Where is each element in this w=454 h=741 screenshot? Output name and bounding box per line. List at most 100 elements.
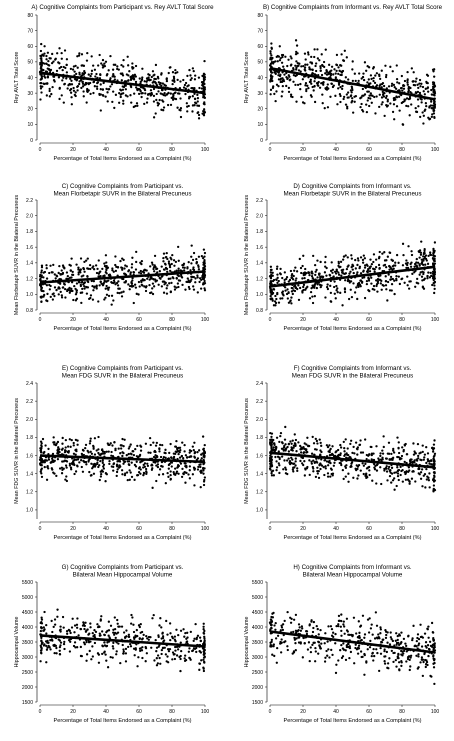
scatter-point bbox=[299, 266, 303, 270]
scatter-point bbox=[295, 100, 298, 103]
scatter-point bbox=[301, 101, 305, 104]
scatter-point bbox=[402, 652, 405, 655]
scatter-point bbox=[73, 641, 77, 644]
scatter-point bbox=[53, 286, 57, 289]
scatter-point bbox=[388, 465, 391, 468]
scatter-point bbox=[424, 87, 427, 90]
scatter-point bbox=[43, 45, 46, 48]
scatter-point bbox=[383, 263, 387, 267]
scatter-point bbox=[281, 623, 285, 626]
scatter-point bbox=[433, 281, 436, 284]
y-tick-label: 2.0 bbox=[256, 214, 263, 220]
scatter-point bbox=[381, 90, 384, 93]
scatter-point bbox=[126, 55, 129, 58]
scatter-point bbox=[154, 81, 157, 85]
scatter-point bbox=[382, 445, 385, 449]
scatter-point bbox=[66, 445, 70, 448]
scatter-point bbox=[353, 100, 356, 103]
chart-title: C) Cognitive Complaints from Participant… bbox=[62, 183, 184, 190]
scatter-point bbox=[202, 467, 205, 471]
scatter-point bbox=[295, 68, 298, 71]
scatter-point bbox=[118, 459, 121, 462]
scatter-point bbox=[182, 263, 185, 267]
scatter-point bbox=[174, 467, 177, 470]
scatter-point bbox=[162, 268, 166, 271]
scatter-point bbox=[190, 244, 193, 247]
scatter-point bbox=[155, 441, 159, 445]
y-tick-label: 1.4 bbox=[26, 261, 33, 267]
scatter-point bbox=[146, 97, 149, 100]
scatter-point bbox=[122, 462, 125, 465]
scatter-point bbox=[104, 254, 108, 257]
scatter-point bbox=[160, 648, 164, 652]
scatter-point bbox=[407, 105, 410, 108]
scatter-point bbox=[133, 73, 137, 76]
scatter-point bbox=[112, 628, 115, 631]
scatter-point bbox=[203, 251, 207, 255]
scatter-point bbox=[161, 443, 164, 447]
scatter-point bbox=[325, 86, 329, 89]
scatter-point bbox=[82, 95, 85, 98]
scatter-point bbox=[70, 468, 73, 471]
scatter-point bbox=[189, 78, 192, 82]
y-tick-label: 1.2 bbox=[256, 276, 263, 282]
scatter-point bbox=[294, 53, 298, 56]
scatter-point bbox=[66, 289, 69, 293]
scatter-point bbox=[176, 463, 180, 467]
scatter-point bbox=[405, 650, 408, 653]
scatter-point bbox=[377, 263, 381, 267]
scatter-point bbox=[123, 460, 126, 464]
scatter-point bbox=[269, 70, 273, 74]
scatter-point bbox=[274, 304, 277, 307]
scatter-point bbox=[373, 95, 376, 99]
scatter-point bbox=[427, 116, 430, 119]
scatter-point bbox=[393, 477, 396, 480]
scatter-point bbox=[200, 81, 204, 84]
scatter-point bbox=[146, 93, 150, 96]
scatter-point bbox=[311, 284, 314, 287]
scatter-point bbox=[101, 66, 105, 69]
scatter-point bbox=[130, 282, 134, 285]
scatter-point bbox=[190, 262, 193, 265]
scatter-point bbox=[52, 644, 55, 647]
scatter-point bbox=[181, 266, 185, 269]
scatter-point bbox=[342, 477, 345, 481]
scatter-point bbox=[101, 448, 104, 451]
scatter-point bbox=[81, 624, 85, 627]
scatter-point bbox=[130, 263, 134, 266]
scatter-point bbox=[325, 649, 328, 653]
scatter-point bbox=[203, 263, 206, 266]
scatter-point bbox=[179, 80, 182, 83]
scatter-point bbox=[290, 95, 293, 98]
scatter-point bbox=[432, 108, 436, 112]
scatter-point bbox=[393, 86, 396, 89]
scatter-point bbox=[329, 625, 333, 628]
scatter-point bbox=[398, 633, 401, 636]
scatter-point bbox=[279, 297, 282, 300]
scatter-point bbox=[138, 455, 141, 458]
scatter-point bbox=[415, 645, 418, 648]
scatter-point bbox=[140, 630, 144, 634]
scatter-point bbox=[286, 648, 289, 652]
scatter-point bbox=[418, 82, 421, 85]
scatter-point bbox=[199, 287, 203, 290]
scatter-point bbox=[40, 639, 43, 642]
scatter-point bbox=[353, 662, 356, 665]
scatter-point bbox=[274, 445, 278, 448]
scatter-point bbox=[116, 291, 119, 294]
scatter-point bbox=[338, 619, 341, 622]
scatter-point bbox=[162, 639, 166, 642]
scatter-point bbox=[93, 85, 96, 88]
scatter-point bbox=[400, 457, 403, 460]
scatter-point bbox=[69, 631, 72, 635]
scatter-point bbox=[98, 284, 101, 287]
y-tick-label: 20 bbox=[27, 107, 33, 113]
scatter-point bbox=[308, 623, 311, 626]
scatter-point bbox=[115, 474, 118, 478]
scatter-point bbox=[73, 472, 76, 476]
scatter-point bbox=[375, 445, 378, 448]
scatter-point bbox=[406, 261, 409, 265]
scatter-point bbox=[395, 632, 398, 635]
scatter-point bbox=[334, 76, 338, 79]
scatter-point bbox=[396, 634, 399, 638]
